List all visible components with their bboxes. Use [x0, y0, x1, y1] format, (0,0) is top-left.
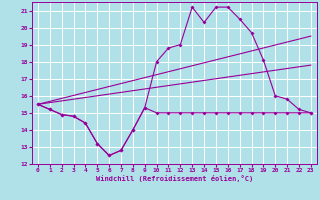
X-axis label: Windchill (Refroidissement éolien,°C): Windchill (Refroidissement éolien,°C) — [96, 175, 253, 182]
